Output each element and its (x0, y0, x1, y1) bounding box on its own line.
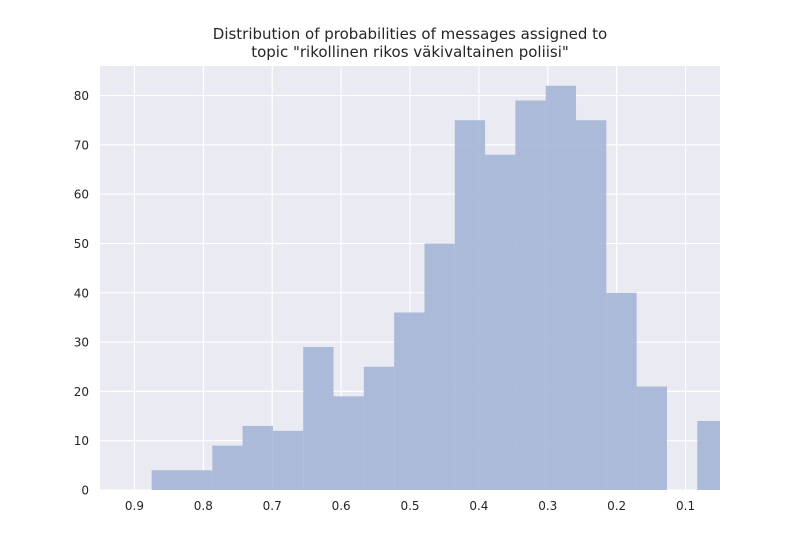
x-tick-label: 0.1 (676, 499, 695, 513)
y-tick-label: 60 (74, 188, 89, 202)
x-tick-label: 0.2 (607, 499, 626, 513)
x-tick-label: 0.3 (538, 499, 557, 513)
x-tick-label: 0.9 (125, 499, 144, 513)
y-tick-label: 10 (74, 434, 89, 448)
histogram-bar (242, 425, 273, 490)
histogram-bar (303, 347, 334, 490)
x-tick-label: 0.7 (263, 499, 282, 513)
histogram-bar (212, 445, 243, 490)
histogram-bar (363, 366, 395, 490)
histogram-bar (515, 100, 546, 490)
histogram-bar (545, 85, 577, 490)
y-tick-label: 20 (74, 385, 89, 399)
x-tick-label: 0.5 (400, 499, 419, 513)
y-axis-tick-labels: 0 10 20 30 40 50 60 70 80 (74, 89, 89, 497)
y-tick-label: 40 (74, 286, 89, 300)
histogram-bar (272, 430, 304, 490)
histogram-bar (485, 154, 516, 490)
histogram-bar (333, 396, 364, 490)
y-tick-label: 80 (74, 89, 89, 103)
chart-title-line-1: Distribution of probabilities of message… (213, 25, 607, 43)
histogram-bar (151, 470, 182, 490)
x-tick-label: 0.4 (469, 499, 488, 513)
histogram-bar (424, 243, 455, 490)
x-tick-label: 0.6 (332, 499, 351, 513)
histogram-bar (454, 120, 486, 491)
y-tick-label: 70 (74, 138, 89, 152)
histogram-bar (697, 420, 720, 490)
y-tick-label: 50 (74, 237, 89, 251)
chart-title-line-2: topic "rikollinen rikos väkivaltainen po… (251, 43, 569, 61)
histogram-bar (606, 292, 637, 490)
y-tick-label: 30 (74, 336, 89, 350)
histogram-bar (576, 120, 607, 491)
x-axis-tick-labels: 0.9 0.8 0.7 0.6 0.5 0.4 0.3 0.2 0.1 (125, 499, 695, 513)
x-tick-label: 0.8 (194, 499, 213, 513)
y-tick-label: 0 (81, 484, 89, 498)
histogram-bar (181, 470, 213, 490)
histogram-bars (151, 85, 720, 491)
histogram-bar (636, 386, 667, 490)
histogram-bar (394, 312, 425, 490)
